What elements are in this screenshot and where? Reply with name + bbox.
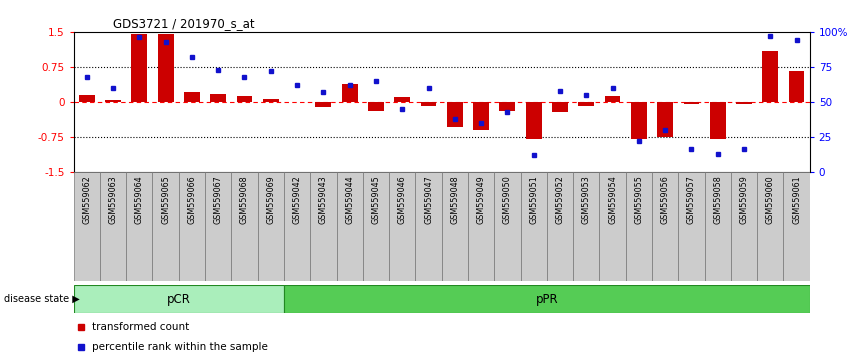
- Text: GSM559044: GSM559044: [346, 175, 354, 224]
- Text: GSM559055: GSM559055: [634, 175, 643, 224]
- Bar: [784, 172, 810, 281]
- Bar: [553, 102, 568, 112]
- Text: GDS3721 / 201970_s_at: GDS3721 / 201970_s_at: [113, 17, 255, 30]
- Text: GSM559059: GSM559059: [740, 175, 748, 224]
- Text: GSM559052: GSM559052: [555, 175, 565, 224]
- Text: GSM559051: GSM559051: [529, 175, 538, 224]
- Text: GSM559056: GSM559056: [661, 175, 669, 224]
- Bar: [315, 102, 331, 107]
- Text: GSM559053: GSM559053: [582, 175, 591, 224]
- Text: GSM559065: GSM559065: [161, 175, 170, 224]
- Bar: [100, 172, 126, 281]
- Bar: [578, 102, 594, 105]
- Text: pPR: pPR: [535, 293, 558, 306]
- Bar: [500, 102, 515, 111]
- Bar: [526, 102, 541, 139]
- Bar: [757, 172, 784, 281]
- Bar: [310, 172, 337, 281]
- Text: percentile rank within the sample: percentile rank within the sample: [92, 342, 268, 352]
- Bar: [342, 84, 358, 102]
- Bar: [74, 172, 100, 281]
- Bar: [473, 102, 489, 130]
- Bar: [494, 172, 520, 281]
- Bar: [389, 172, 416, 281]
- Bar: [152, 172, 178, 281]
- Bar: [705, 172, 731, 281]
- Bar: [731, 172, 757, 281]
- Bar: [258, 172, 284, 281]
- Bar: [599, 172, 625, 281]
- Bar: [604, 96, 620, 102]
- Text: GSM559045: GSM559045: [372, 175, 380, 224]
- Text: pCR: pCR: [167, 293, 191, 306]
- Bar: [468, 172, 494, 281]
- Text: GSM559069: GSM559069: [266, 175, 275, 224]
- Bar: [368, 102, 384, 111]
- Bar: [363, 172, 389, 281]
- Bar: [520, 172, 546, 281]
- Bar: [263, 99, 279, 102]
- Text: GSM559049: GSM559049: [476, 175, 486, 224]
- Bar: [546, 172, 573, 281]
- Bar: [210, 94, 226, 102]
- Text: GSM559048: GSM559048: [450, 175, 459, 224]
- Bar: [394, 97, 410, 102]
- Text: GSM559047: GSM559047: [424, 175, 433, 224]
- Bar: [132, 34, 147, 102]
- Bar: [683, 102, 699, 104]
- Text: GSM559064: GSM559064: [135, 175, 144, 224]
- Text: GSM559042: GSM559042: [293, 175, 301, 224]
- Text: GSM559063: GSM559063: [108, 175, 118, 224]
- Bar: [762, 51, 779, 102]
- Bar: [447, 102, 462, 127]
- Bar: [657, 102, 673, 137]
- Bar: [184, 92, 200, 102]
- Bar: [236, 96, 252, 102]
- Bar: [678, 172, 705, 281]
- Text: GSM559057: GSM559057: [687, 175, 696, 224]
- Bar: [789, 72, 805, 102]
- Text: disease state ▶: disease state ▶: [4, 294, 80, 304]
- Bar: [625, 172, 652, 281]
- Bar: [284, 172, 310, 281]
- Text: GSM559068: GSM559068: [240, 175, 249, 224]
- Text: GSM559050: GSM559050: [503, 175, 512, 224]
- Text: GSM559062: GSM559062: [82, 175, 91, 224]
- Bar: [126, 172, 152, 281]
- Text: transformed count: transformed count: [92, 322, 190, 332]
- Bar: [442, 172, 468, 281]
- Bar: [710, 102, 726, 139]
- Text: GSM559046: GSM559046: [397, 175, 407, 224]
- Bar: [231, 172, 258, 281]
- Bar: [736, 102, 752, 104]
- Bar: [178, 172, 205, 281]
- Bar: [416, 172, 442, 281]
- Text: GSM559043: GSM559043: [319, 175, 328, 224]
- Bar: [158, 34, 173, 102]
- Bar: [337, 172, 363, 281]
- Text: GSM559058: GSM559058: [714, 175, 722, 224]
- Text: GSM559054: GSM559054: [608, 175, 617, 224]
- Text: GSM559060: GSM559060: [766, 175, 775, 224]
- Text: GSM559067: GSM559067: [214, 175, 223, 224]
- Text: GSM559066: GSM559066: [187, 175, 197, 224]
- Text: GSM559061: GSM559061: [792, 175, 801, 224]
- Bar: [74, 285, 284, 313]
- Bar: [284, 285, 810, 313]
- Bar: [573, 172, 599, 281]
- Bar: [652, 172, 678, 281]
- Bar: [421, 102, 436, 105]
- Bar: [205, 172, 231, 281]
- Bar: [79, 95, 94, 102]
- Bar: [105, 101, 121, 102]
- Bar: [631, 102, 647, 139]
